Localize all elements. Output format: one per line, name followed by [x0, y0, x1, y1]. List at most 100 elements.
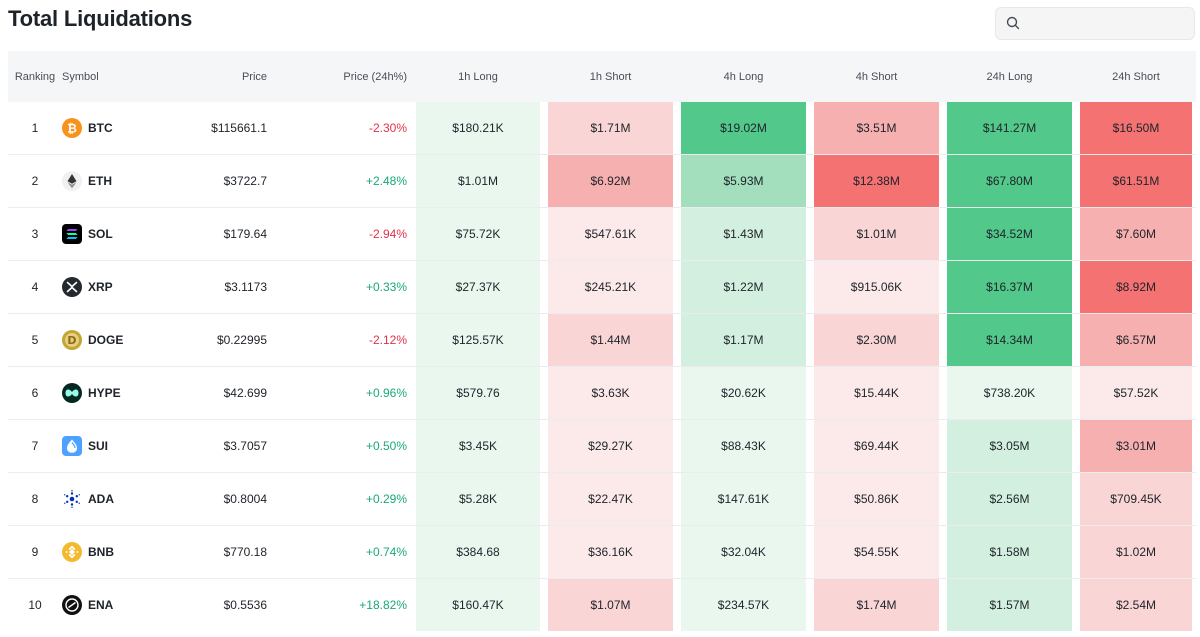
price-change-cell: +0.33%: [279, 261, 412, 314]
24h-short-value: $61.51M: [1080, 155, 1192, 207]
price-cell: $42.699: [152, 367, 279, 420]
hype-icon: [62, 383, 82, 403]
1h-long-value: $75.72K: [416, 208, 540, 260]
symbol-cell[interactable]: XRP: [62, 261, 152, 314]
table-row[interactable]: 6 HYPE $42.699 +0.96% $579.76 $3.63K $20.62K $1…: [8, 367, 1196, 420]
symbol-label: XRP: [88, 280, 113, 294]
4h-short-cell: $54.55K: [810, 526, 943, 579]
24h-long-value: $67.80M: [947, 155, 1072, 207]
rank-cell: 9: [8, 526, 62, 579]
4h-long-cell: $1.22M: [677, 261, 810, 314]
4h-short-cell: $12.38M: [810, 155, 943, 208]
price-cell: $3722.7: [152, 155, 279, 208]
1h-short-cell: $547.61K: [544, 208, 677, 261]
col-24h-short[interactable]: 24h Short: [1076, 51, 1196, 102]
4h-short-value: $69.44K: [814, 420, 939, 472]
col-symbol[interactable]: Symbol: [62, 51, 152, 102]
24h-short-cell: $7.60M: [1076, 208, 1196, 261]
table-row[interactable]: 3 SOL $179.64 -2.94% $75.72K $547.61K $1.43M $1…: [8, 208, 1196, 261]
4h-short-value: $12.38M: [814, 155, 939, 207]
1h-long-value: $384.68: [416, 526, 540, 578]
table-row[interactable]: 7 SUI $3.7057 +0.50% $3.45K $29.27K $88.43K $69…: [8, 420, 1196, 473]
24h-long-value: $2.56M: [947, 473, 1072, 525]
table-row[interactable]: 9 BNB $770.18 +0.74% $384.68 $36.16K $32.04K $5…: [8, 526, 1196, 579]
table-row[interactable]: 2 ETH $3722.7 +2.48% $1.01M $6.92M $5.93M $12.3…: [8, 155, 1196, 208]
24h-long-cell: $141.27M: [943, 102, 1076, 155]
4h-long-cell: $88.43K: [677, 420, 810, 473]
table-row[interactable]: 4 XRP $3.1173 +0.33% $27.37K $245.21K $1.22M $9…: [8, 261, 1196, 314]
price-change-cell: -2.30%: [279, 102, 412, 155]
symbol-label: DOGE: [88, 333, 124, 347]
search-input[interactable]: [1028, 12, 1192, 37]
col-price-change[interactable]: Price (24h%): [279, 51, 412, 102]
24h-short-cell: $16.50M: [1076, 102, 1196, 155]
col-4h-short[interactable]: 4h Short: [810, 51, 943, 102]
24h-short-value: $2.54M: [1080, 579, 1192, 631]
price-cell: $0.5536: [223, 598, 267, 612]
eth-icon: [62, 171, 82, 191]
24h-short-cell: $1.02M: [1076, 526, 1196, 579]
4h-long-value: $20.62K: [681, 367, 806, 419]
col-1h-short[interactable]: 1h Short: [544, 51, 677, 102]
1h-short-value: $1.07M: [548, 579, 673, 631]
symbol-cell[interactable]: ENA: [62, 579, 152, 631]
col-4h-long[interactable]: 4h Long: [677, 51, 810, 102]
symbol-cell[interactable]: HYPE: [62, 367, 152, 420]
rank-cell: 3: [8, 208, 62, 261]
rank-cell: 2: [8, 155, 62, 208]
symbol-cell[interactable]: BNB: [62, 526, 152, 579]
table-row[interactable]: 10 ENA $0.5536 +18.82% $160.47K $1.07M $234.57…: [8, 579, 1196, 631]
table-row[interactable]: 5 D DOGE $0.22995 -2.12% $125.57K $1.44M $1.17M…: [8, 314, 1196, 367]
price-cell: $3.1173: [152, 261, 279, 314]
col-24h-long[interactable]: 24h Long: [943, 51, 1076, 102]
col-ranking[interactable]: Ranking: [8, 51, 62, 102]
24h-long-cell: $3.05M: [943, 420, 1076, 473]
symbol-cell[interactable]: ETH: [62, 155, 152, 208]
4h-short-value: $1.74M: [814, 579, 939, 631]
24h-long-value: $1.58M: [947, 526, 1072, 578]
symbol-cell[interactable]: SUI: [62, 420, 152, 473]
price-change-cell: +0.29%: [279, 473, 412, 526]
svg-text:₿: ₿: [67, 122, 77, 136]
24h-short-value: $8.92M: [1080, 261, 1192, 313]
symbol-cell[interactable]: ₿ BTC: [62, 102, 152, 155]
1h-long-cell: $160.47K: [412, 579, 544, 631]
doge-icon: D: [62, 330, 82, 350]
1h-short-value: $36.16K: [548, 526, 673, 578]
1h-long-value: $5.28K: [416, 473, 540, 525]
4h-short-value: $2.30M: [814, 314, 939, 366]
search-box[interactable]: [995, 7, 1195, 40]
24h-short-value: $709.45K: [1080, 473, 1192, 525]
table-row[interactable]: 8 ADA $0.8004 +0.29% $5.28K $22.47K $147.61K $5…: [8, 473, 1196, 526]
24h-short-value: $3.01M: [1080, 420, 1192, 472]
1h-long-value: $180.21K: [416, 102, 540, 154]
4h-short-cell: $3.51M: [810, 102, 943, 155]
1h-long-value: $3.45K: [416, 420, 540, 472]
symbol-cell[interactable]: D DOGE: [62, 314, 152, 367]
1h-short-value: $547.61K: [548, 208, 673, 260]
4h-long-value: $32.04K: [681, 526, 806, 578]
price-change-cell: +0.74%: [279, 526, 412, 579]
4h-long-cell: $147.61K: [677, 473, 810, 526]
24h-short-value: $16.50M: [1080, 102, 1192, 154]
price-change-cell: +18.82%: [359, 598, 407, 612]
price-cell: $0.22995: [152, 314, 279, 367]
24h-long-cell: $738.20K: [943, 367, 1076, 420]
1h-long-cell: $180.21K: [412, 102, 544, 155]
4h-long-cell: $20.62K: [677, 367, 810, 420]
symbol-label: SUI: [88, 439, 109, 453]
symbol-cell[interactable]: ADA: [62, 473, 152, 526]
24h-long-cell: $2.56M: [943, 473, 1076, 526]
table-row[interactable]: 1 ₿ BTC $115661.1 -2.30% $180.21K $1.71M $19.02…: [8, 102, 1196, 155]
col-price[interactable]: Price: [152, 51, 279, 102]
4h-long-value: $234.57K: [681, 579, 806, 631]
4h-long-value: $1.43M: [681, 208, 806, 260]
1h-long-cell: $5.28K: [412, 473, 544, 526]
btc-icon: ₿: [62, 118, 82, 138]
1h-short-cell: $1.71M: [544, 102, 677, 155]
col-1h-long[interactable]: 1h Long: [412, 51, 544, 102]
price-change-cell: -2.94%: [279, 208, 412, 261]
1h-short-cell: $3.63K: [544, 367, 677, 420]
symbol-cell[interactable]: SOL: [62, 208, 152, 261]
rank-cell: 10: [28, 598, 42, 612]
